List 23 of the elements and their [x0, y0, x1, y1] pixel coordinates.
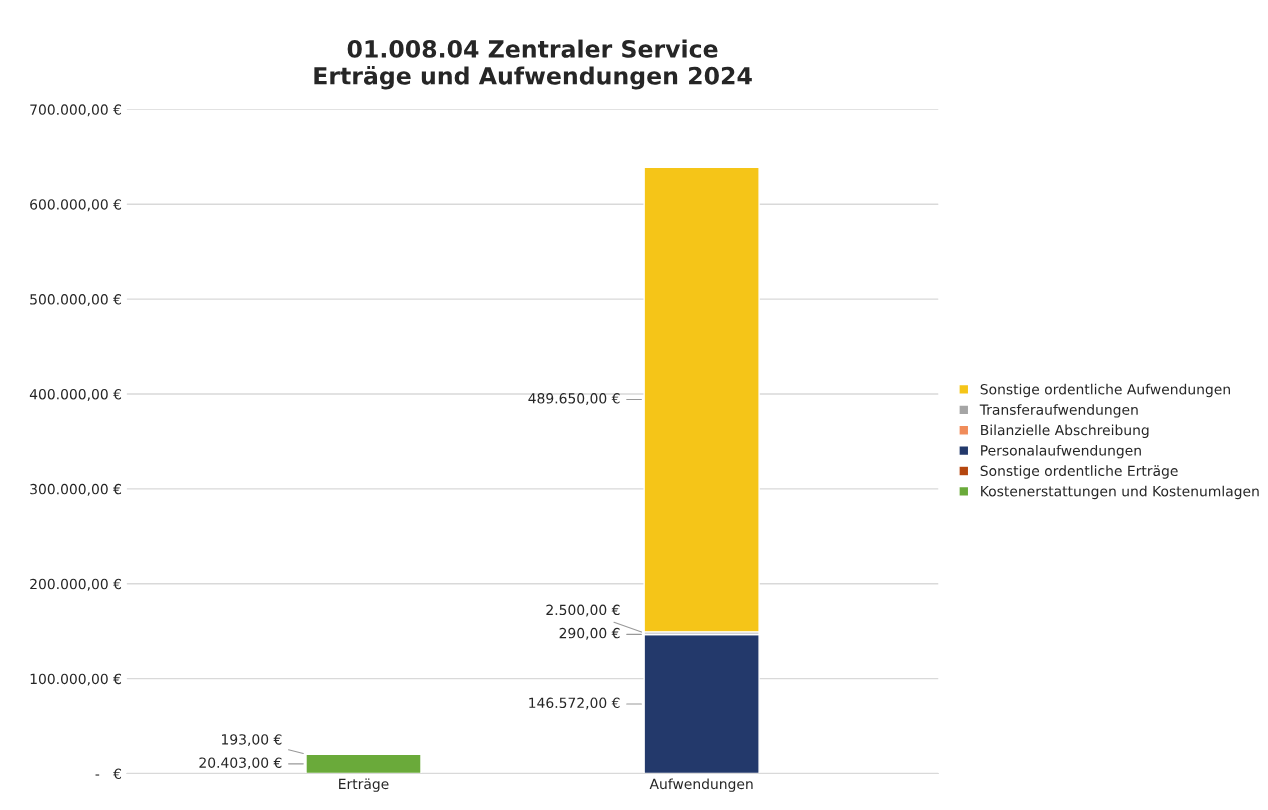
x-tick-label: Erträge	[339, 778, 389, 792]
data-label: 20.403,00 €	[199, 757, 282, 770]
legend-label: Sonstige ordentliche Erträge	[980, 465, 1178, 479]
data-label: 146.572,00 €	[529, 697, 620, 710]
y-tick-label: 700.000,00 €	[30, 104, 122, 117]
legend-label: Transferaufwendungen	[979, 404, 1138, 418]
y-tick-label: 200.000,00 €	[30, 578, 122, 591]
legend-label: Bilanzielle Abschreibung	[981, 424, 1149, 438]
data-label: 290,00 €	[559, 627, 620, 640]
y-tick-label: - €	[95, 768, 122, 780]
data-label: 489.650,00 €	[528, 393, 620, 405]
y-tick-label: 400.000,00 €	[29, 388, 122, 401]
legend-label: Kostenerstattungen und Kostenumlagen	[981, 485, 1259, 500]
y-tick-label: 500.000,00 €	[30, 294, 122, 307]
data-label: 193,00 €	[222, 734, 282, 747]
data-label: 2.500,00 €	[546, 604, 620, 617]
y-tick-label: 300.000,00 €	[30, 483, 122, 496]
legend-label: Sonstige ordentliche Aufwendungen	[980, 383, 1230, 398]
y-tick-label: 600.000,00 €	[30, 199, 122, 212]
chart-title: 01.008.04 Zentraler Service Erträge und Aufwendungen 2024	[314, 39, 752, 90]
y-tick-label: 100.000,00 €	[30, 673, 122, 686]
legend-label: Personalaufwendungen	[981, 444, 1141, 459]
x-tick-label: Aufwendungen	[649, 778, 753, 792]
